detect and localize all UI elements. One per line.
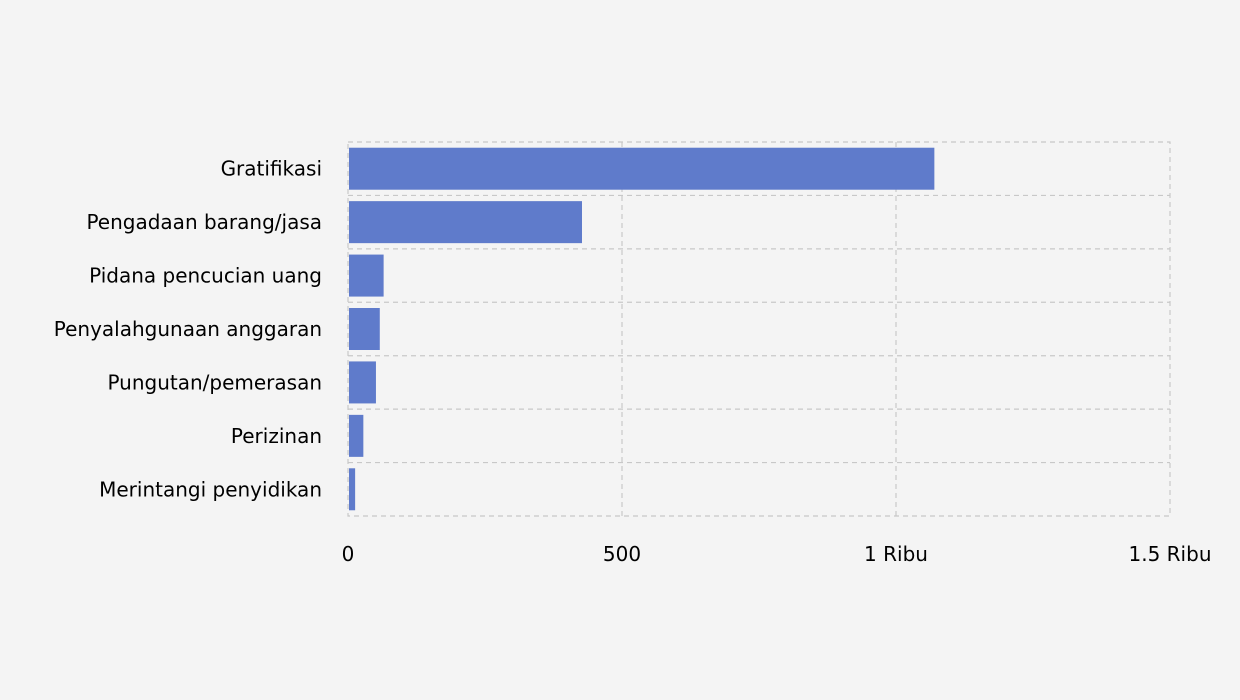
plot-border bbox=[347, 141, 1171, 517]
bar bbox=[349, 361, 376, 404]
x-tick-label: 1 Ribu bbox=[864, 542, 928, 566]
x-axis-ticks: 0 500 1 Ribu 1.5 Ribu bbox=[342, 542, 1212, 566]
bar bbox=[349, 468, 356, 511]
bar bbox=[349, 147, 935, 190]
category-label: Gratifikasi bbox=[221, 157, 322, 181]
category-label: Pengadaan barang/jasa bbox=[86, 210, 322, 234]
y-axis-labels: Gratifikasi Pengadaan barang/jasa Pidana p… bbox=[54, 157, 322, 502]
x-tick-label: 0 bbox=[342, 542, 355, 566]
x-tick-label: 500 bbox=[603, 542, 641, 566]
bar bbox=[349, 308, 380, 350]
category-label: Pidana pencucian uang bbox=[89, 264, 322, 288]
bar bbox=[349, 201, 582, 244]
category-label: Penyalahgunaan anggaran bbox=[54, 317, 322, 341]
category-label: Perizinan bbox=[231, 424, 322, 448]
x-tick-label: 1.5 Ribu bbox=[1129, 542, 1212, 566]
category-label: Pungutan/pemerasan bbox=[107, 370, 322, 394]
bar bbox=[349, 414, 364, 457]
grid bbox=[347, 141, 1171, 517]
bars bbox=[349, 147, 935, 511]
bar bbox=[349, 254, 384, 297]
category-label: Merintangi penyidikan bbox=[99, 477, 322, 501]
